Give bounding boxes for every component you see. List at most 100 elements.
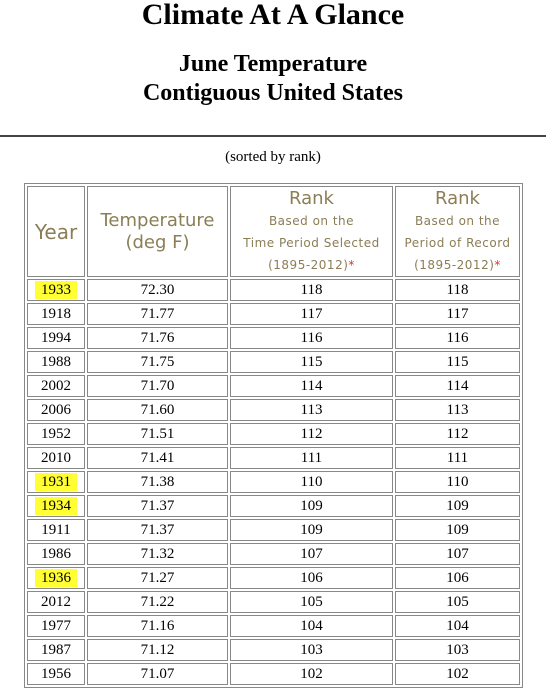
footnote-mark: * bbox=[348, 257, 355, 272]
temperature-cell: 71.77 bbox=[87, 303, 228, 325]
rank-period-cell: 115 bbox=[230, 351, 393, 373]
temperature-cell: 71.70 bbox=[87, 375, 228, 397]
temperature-cell: 71.75 bbox=[87, 351, 228, 373]
rank-record-cell: 109 bbox=[395, 495, 520, 517]
rank-record-cell: 106 bbox=[395, 567, 520, 589]
year: 1911 bbox=[41, 522, 71, 538]
rank-record-cell: 103 bbox=[395, 639, 520, 661]
table-row: 2012 71.22 105 105 bbox=[27, 591, 520, 613]
rank-record-cell: 115 bbox=[395, 351, 520, 373]
table-row: 1956 71.07 102 102 bbox=[27, 663, 520, 685]
table-row: 1911 71.37 109 109 bbox=[27, 519, 520, 541]
table-row: 1986 71.32 107 107 bbox=[27, 543, 520, 565]
rank-record-cell: 112 bbox=[395, 423, 520, 445]
rank-period-cell: 110 bbox=[230, 471, 393, 493]
rank-period-cell: 112 bbox=[230, 423, 393, 445]
table-row: 2006 71.60 113 113 bbox=[27, 399, 520, 421]
table-row: 1987 71.12 103 103 bbox=[27, 639, 520, 661]
header-cell: Temperature (deg F) bbox=[87, 186, 228, 277]
rank-period-cell: 113 bbox=[230, 399, 393, 421]
rank-record-cell: 104 bbox=[395, 615, 520, 637]
temperature-cell: 71.76 bbox=[87, 327, 228, 349]
footnote-mark: * bbox=[494, 257, 501, 272]
rank-record-cell: 116 bbox=[395, 327, 520, 349]
year: 1977 bbox=[41, 618, 71, 634]
year: 1934 bbox=[35, 497, 77, 515]
title: Climate At A Glance bbox=[141, 0, 405, 31]
year-cell: 1918 bbox=[27, 303, 85, 325]
rank-period-cell: 107 bbox=[230, 543, 393, 565]
year-cell: 2006 bbox=[27, 399, 85, 421]
table-row: 2010 71.41 111 111 bbox=[27, 447, 520, 469]
sort-note: (sorted by rank) bbox=[225, 149, 321, 165]
table-row: 1933 72.30 118 118 bbox=[27, 279, 520, 301]
header-row: Year Temperature (deg F) Rank Based on t… bbox=[27, 186, 520, 277]
year: 1987 bbox=[41, 642, 71, 658]
year-cell: 1988 bbox=[27, 351, 85, 373]
temperature-cell: 71.37 bbox=[87, 495, 228, 517]
temperature-cell: 71.38 bbox=[87, 471, 228, 493]
year-cell: 2010 bbox=[27, 447, 85, 469]
rank-period-cell: 117 bbox=[230, 303, 393, 325]
period: (1895-2012) bbox=[268, 257, 349, 272]
rank-period-cell: 109 bbox=[230, 495, 393, 517]
rank-period-cell: 104 bbox=[230, 615, 393, 637]
period: (1895-2012) bbox=[414, 257, 495, 272]
rank-record-cell: 105 bbox=[395, 591, 520, 613]
year-cell: 1977 bbox=[27, 615, 85, 637]
year-cell: 1952 bbox=[27, 423, 85, 445]
year: 1931 bbox=[35, 473, 77, 491]
year: 1918 bbox=[41, 306, 71, 322]
rank-period-cell: 105 bbox=[230, 591, 393, 613]
table-row: 1977 71.16 104 104 bbox=[27, 615, 520, 637]
data-table: Year Temperature (deg F) Rank Based on t… bbox=[24, 183, 523, 688]
rank-record-cell: 109 bbox=[395, 519, 520, 541]
rank-record-cell: 114 bbox=[395, 375, 520, 397]
year-cell: 2012 bbox=[27, 591, 85, 613]
year-cell: 1994 bbox=[27, 327, 85, 349]
temperature-cell: 71.32 bbox=[87, 543, 228, 565]
temperature-cell: 71.12 bbox=[87, 639, 228, 661]
temperature-cell: 71.37 bbox=[87, 519, 228, 541]
temperature-cell: 71.22 bbox=[87, 591, 228, 613]
header-text: Rank bbox=[435, 187, 480, 209]
table-row: 1988 71.75 115 115 bbox=[27, 351, 520, 373]
year-cell: 1986 bbox=[27, 543, 85, 565]
year: 1936 bbox=[35, 569, 77, 587]
subtitle: June Temperature Contiguous United State… bbox=[0, 50, 546, 108]
rank-period-cell: 111 bbox=[230, 447, 393, 469]
rank-period-cell: 102 bbox=[230, 663, 393, 685]
header-text: Based on the bbox=[268, 213, 355, 228]
year-cell: 1956 bbox=[27, 663, 85, 685]
temperature-cell: 71.07 bbox=[87, 663, 228, 685]
header-text: Time Period Selected bbox=[243, 235, 380, 250]
rank-period-cell: 114 bbox=[230, 375, 393, 397]
year: 1956 bbox=[41, 666, 71, 682]
rank-record-cell: 110 bbox=[395, 471, 520, 493]
rank-record-cell: 102 bbox=[395, 663, 520, 685]
temperature-cell: 71.51 bbox=[87, 423, 228, 445]
rank-period-cell: 116 bbox=[230, 327, 393, 349]
header-text: (1895-2012)* bbox=[396, 254, 519, 276]
subtitle-line: June Temperature bbox=[178, 51, 368, 77]
header-text: (deg F) bbox=[125, 231, 190, 253]
header-text: Year bbox=[34, 219, 78, 244]
temperature-cell: 72.30 bbox=[87, 279, 228, 301]
subtitle-line: Contiguous United States bbox=[142, 80, 404, 106]
table-body: 1933 72.30 118 118 1918 71.77 117 117 1994 71.76 1… bbox=[27, 279, 520, 685]
header-text: Rank bbox=[289, 187, 334, 209]
table-row: 1936 71.27 106 106 bbox=[27, 567, 520, 589]
year-cell: 1934 bbox=[27, 495, 85, 517]
temperature-cell: 71.27 bbox=[87, 567, 228, 589]
year: 2012 bbox=[41, 594, 71, 610]
year-cell: 1987 bbox=[27, 639, 85, 661]
table-row: 1994 71.76 116 116 bbox=[27, 327, 520, 349]
header-text: (1895-2012)* bbox=[231, 254, 392, 276]
year: 2010 bbox=[41, 450, 71, 466]
temperature-cell: 71.16 bbox=[87, 615, 228, 637]
year-cell: 2002 bbox=[27, 375, 85, 397]
table-row: 2002 71.70 114 114 bbox=[27, 375, 520, 397]
table-row: 1934 71.37 109 109 bbox=[27, 495, 520, 517]
year-cell: 1931 bbox=[27, 471, 85, 493]
